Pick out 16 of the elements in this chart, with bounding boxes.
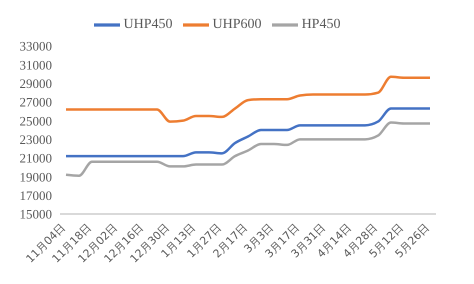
y-tick-label: 17000 <box>20 188 52 203</box>
y-tick-label: 33000 <box>20 38 52 54</box>
line-series <box>64 107 432 158</box>
y-tick-label: 21000 <box>20 150 52 166</box>
y-tick-label: 27000 <box>20 94 52 110</box>
line-series <box>64 76 432 123</box>
line-series <box>64 121 432 177</box>
y-tick-label: 31000 <box>20 57 52 72</box>
legend-label: UHP450 <box>124 17 173 32</box>
y-tick-label: 25000 <box>20 113 52 128</box>
y-tick-label: 29000 <box>20 76 52 91</box>
y-tick-label: 15000 <box>20 206 52 222</box>
y-tick-label: 19000 <box>20 169 52 184</box>
legend-label: UHP600 <box>212 17 262 32</box>
legend-label: HP450 <box>302 17 340 32</box>
y-tick-label: 23000 <box>20 132 52 147</box>
